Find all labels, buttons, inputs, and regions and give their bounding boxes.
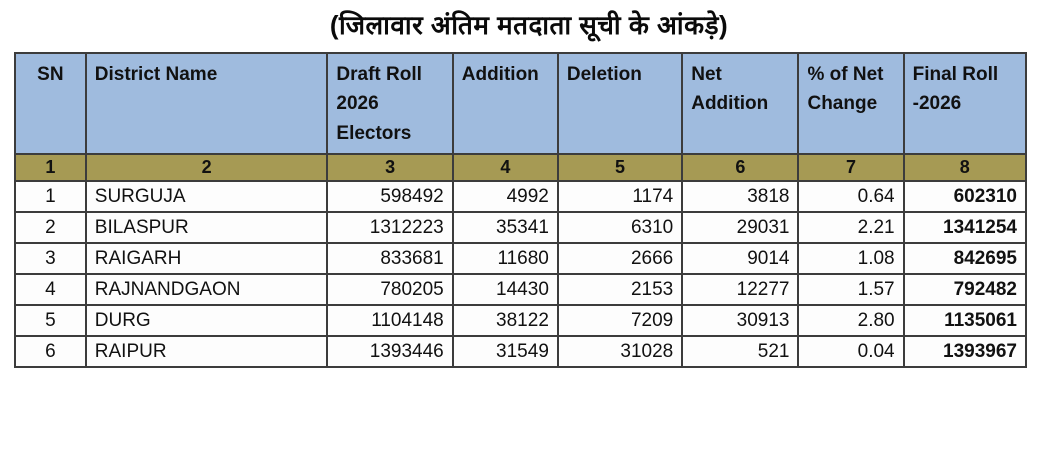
cell-draft-roll: 1104148 (326, 304, 454, 337)
col-header-pct-of-net-change: % of Net Change (797, 52, 905, 155)
table-row: 1 SURGUJA 598492 4992 1174 3818 0.64 602… (14, 180, 1028, 213)
cell-pct-net-change: 1.57 (797, 273, 905, 306)
column-number: 7 (797, 153, 905, 182)
col-header-net-addition: Net Addition (681, 52, 800, 155)
cell-sn: 3 (14, 242, 87, 275)
column-number: 6 (681, 153, 800, 182)
district-voter-table: SN District Name Draft Roll 2026 Elector… (14, 52, 1028, 368)
table-header-row: SN District Name Draft Roll 2026 Elector… (14, 52, 1028, 155)
cell-final-roll: 792482 (902, 273, 1028, 306)
cell-pct-net-change: 2.21 (797, 211, 905, 244)
column-number: 5 (556, 153, 684, 182)
cell-addition: 38122 (451, 304, 559, 337)
cell-sn: 5 (14, 304, 87, 337)
cell-deletion: 31028 (556, 335, 684, 368)
page-title: (जिलावार अंतिम मतदाता सूची के आंकड़े) (329, 10, 729, 40)
cell-pct-net-change: 0.04 (797, 335, 905, 368)
cell-deletion: 2666 (556, 242, 684, 275)
cell-addition: 35341 (451, 211, 559, 244)
column-number: 1 (14, 153, 87, 182)
cell-pct-net-change: 2.80 (797, 304, 905, 337)
column-number: 8 (902, 153, 1028, 182)
cell-addition: 4992 (451, 180, 559, 213)
column-number: 3 (326, 153, 454, 182)
table-row: 2 BILASPUR 1312223 35341 6310 29031 2.21… (14, 211, 1028, 244)
cell-net-addition: 12277 (681, 273, 800, 306)
col-header-district-name: District Name (84, 52, 329, 155)
cell-sn: 1 (14, 180, 87, 213)
cell-sn: 6 (14, 335, 87, 368)
cell-pct-net-change: 1.08 (797, 242, 905, 275)
table-row: 5 DURG 1104148 38122 7209 30913 2.80 113… (14, 304, 1028, 337)
cell-final-roll: 1393967 (902, 335, 1028, 368)
table-row: 3 RAIGARH 833681 11680 2666 9014 1.08 84… (14, 242, 1028, 275)
col-header-final-roll-2026: Final Roll -2026 (902, 52, 1028, 155)
cell-final-roll: 1341254 (902, 211, 1028, 244)
column-number: 2 (84, 153, 329, 182)
cell-deletion: 7209 (556, 304, 684, 337)
cell-net-addition: 9014 (681, 242, 800, 275)
cell-addition: 11680 (451, 242, 559, 275)
cell-district-name: RAIPUR (84, 335, 329, 368)
cell-sn: 4 (14, 273, 87, 306)
column-number-row: 1 2 3 4 5 6 7 8 (14, 153, 1028, 182)
cell-district-name: BILASPUR (84, 211, 329, 244)
table-row: 6 RAIPUR 1393446 31549 31028 521 0.04 13… (14, 335, 1028, 368)
cell-district-name: RAIGARH (84, 242, 329, 275)
cell-deletion: 1174 (556, 180, 684, 213)
col-header-deletion: Deletion (556, 52, 684, 155)
cell-draft-roll: 780205 (326, 273, 454, 306)
cell-addition: 14430 (451, 273, 559, 306)
cell-net-addition: 521 (681, 335, 800, 368)
column-number: 4 (451, 153, 559, 182)
cell-draft-roll: 833681 (326, 242, 454, 275)
cell-draft-roll: 1312223 (326, 211, 454, 244)
cell-district-name: DURG (84, 304, 329, 337)
cell-net-addition: 3818 (681, 180, 800, 213)
cell-net-addition: 30913 (681, 304, 800, 337)
cell-district-name: SURGUJA (84, 180, 329, 213)
cell-net-addition: 29031 (681, 211, 800, 244)
cell-sn: 2 (14, 211, 87, 244)
col-header-draft-roll-2026-electors: Draft Roll 2026 Electors (326, 52, 454, 155)
cell-deletion: 2153 (556, 273, 684, 306)
cell-district-name: RAJNANDGAON (84, 273, 329, 306)
col-header-addition: Addition (451, 52, 559, 155)
cell-draft-roll: 598492 (326, 180, 454, 213)
cell-draft-roll: 1393446 (326, 335, 454, 368)
cell-final-roll: 1135061 (902, 304, 1028, 337)
table-row: 4 RAJNANDGAON 780205 14430 2153 12277 1.… (14, 273, 1028, 306)
cell-addition: 31549 (451, 335, 559, 368)
cell-final-roll: 602310 (902, 180, 1028, 213)
cell-final-roll: 842695 (902, 242, 1028, 275)
cell-deletion: 6310 (556, 211, 684, 244)
col-header-sn: SN (14, 52, 87, 155)
cell-pct-net-change: 0.64 (797, 180, 905, 213)
